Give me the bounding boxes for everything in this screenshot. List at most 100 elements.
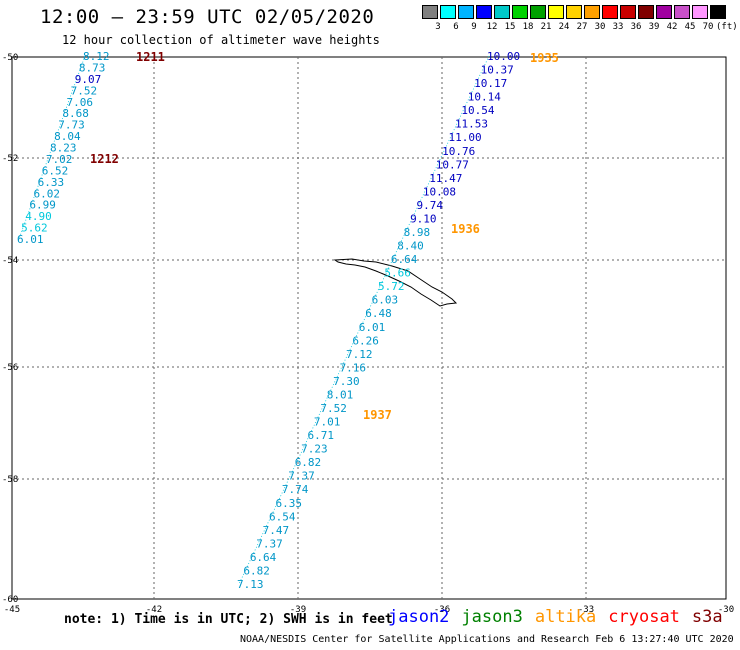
wave-height-label: 7.37 [256, 537, 283, 550]
lat-lon-grid [12, 57, 726, 599]
legend-swatch [530, 5, 546, 19]
axis-ticks: -50 -52 -54 -56 -58 -60-45 -42 -39 -36 -33 -30 [2, 53, 734, 615]
wave-height-label: 10.00 [487, 50, 520, 63]
wave-height-label: 8.12 [83, 50, 110, 63]
lat-tick-label: -60 [2, 595, 18, 605]
pass-time-label: 1936 [451, 222, 480, 236]
wave-height-label: 6.52 [42, 164, 69, 177]
legend-label: 18 [522, 22, 534, 32]
wave-height-label: 7.37 [288, 470, 315, 483]
track-line [238, 55, 490, 585]
wave-height-label: 6.01 [17, 233, 44, 246]
lat-tick-label: -52 [2, 154, 18, 164]
legend-label: 30 [594, 22, 606, 32]
wave-height-label: 6.82 [295, 456, 322, 469]
wave-height-label: 6.54 [269, 510, 296, 523]
altimeter-tracks: 8.128.739.077.527.068.687.738.048.237.02… [17, 50, 520, 591]
satellite-jason2: jason2 [388, 607, 450, 627]
wave-height-label: 7.47 [263, 524, 290, 537]
satellite-s3a: s3a [691, 607, 723, 627]
lat-tick-label: -50 [2, 53, 18, 63]
wave-height-label: 8.73 [79, 61, 106, 74]
legend-swatch [512, 5, 528, 19]
legend-swatch [710, 5, 726, 19]
wave-height-label: 7.74 [282, 483, 309, 496]
legend-swatch [476, 5, 492, 19]
wave-height-label: 6.82 [243, 564, 270, 577]
wave-height-label: 5.66 [384, 267, 411, 280]
legend-label: 39 [648, 22, 660, 32]
legend-swatch [422, 5, 438, 19]
wave-height-label: 10.08 [423, 185, 456, 198]
lon-tick-label: -39 [290, 605, 306, 615]
satellite-cryosat: cryosat [608, 607, 680, 627]
legend-swatch [458, 5, 474, 19]
wave-height-label: 11.53 [455, 118, 488, 131]
lat-tick-label: -54 [2, 256, 18, 266]
wave-height-label: 6.03 [372, 294, 399, 307]
lat-tick-label: -56 [2, 363, 18, 373]
wave-height-label: 8.98 [404, 226, 431, 239]
legend-label: (ft) [716, 22, 738, 32]
legend-label: 12 [486, 22, 498, 32]
wave-height-label: 7.52 [320, 402, 347, 415]
wave-height-label: 10.37 [481, 64, 514, 77]
wave-height-label: 9.74 [416, 199, 443, 212]
pass-time-labels: 1211 1212 1935 1936 1937 [90, 50, 559, 422]
wave-height-label: 5.72 [378, 280, 405, 293]
legend-swatch [602, 5, 618, 19]
wave-height-label: 11.47 [429, 172, 462, 185]
legend-label: 36 [630, 22, 642, 32]
wave-height-label: 4.90 [25, 210, 52, 223]
wave-height-label: 7.30 [333, 375, 360, 388]
legend-swatch [494, 5, 510, 19]
wave-height-label: 8.23 [50, 142, 77, 155]
legend-swatch [674, 5, 690, 19]
satellite-legend: jason2 jason3 altika cryosat s3a [388, 607, 735, 627]
pass-time-label: 1212 [90, 152, 119, 166]
legend-swatch [638, 5, 654, 19]
legend-label: 3 [435, 22, 441, 32]
wave-height-label: 6.99 [29, 199, 56, 212]
map-frame [11, 56, 727, 600]
legend-swatch [566, 5, 582, 19]
legend-label: 42 [666, 22, 678, 32]
wave-height-label: 8.01 [327, 388, 354, 401]
lon-tick-label: -42 [146, 605, 162, 615]
wave-height-label: 5.62 [21, 222, 48, 235]
map-title: 12:00 – 23:59 UTC 02/05/2020 [40, 6, 375, 28]
lat-tick-label: -58 [2, 475, 18, 485]
legend-label: 15 [504, 22, 516, 32]
south-georgia-island [333, 258, 458, 307]
wave-height-label: 10.54 [461, 104, 494, 117]
wave-height-label: 7.12 [346, 348, 373, 361]
wave-height-label: 9.10 [410, 212, 437, 225]
legend-label: 45 [684, 22, 696, 32]
wave-height-label: 6.01 [359, 321, 386, 334]
wave-height-label: 6.02 [34, 187, 61, 200]
lon-tick-label: -36 [434, 605, 450, 615]
wave-height-label: 10.17 [474, 77, 507, 90]
legend-label: 21 [540, 22, 552, 32]
legend-swatch [656, 5, 672, 19]
lon-tick-label: -33 [578, 605, 594, 615]
footer-credit: NOAA/NESDIS Center for Satellite Applica… [240, 634, 734, 645]
wave-height-label: 6.64 [250, 551, 277, 564]
wave-height-label: 7.02 [46, 153, 73, 166]
legend-label: 24 [558, 22, 570, 32]
legend-swatch [584, 5, 600, 19]
wave-height-label: 10.77 [436, 158, 469, 171]
wave-height-label: 10.14 [468, 91, 501, 104]
pass-time-label: 1935 [530, 51, 559, 65]
wave-height-label: 6.35 [275, 497, 302, 510]
wave-height-label: 11.00 [449, 131, 482, 144]
wave-height-label: 6.33 [38, 176, 65, 189]
wave-height-label: 7.23 [301, 443, 328, 456]
satellite-altika: altika [534, 607, 597, 627]
map-subtitle: 12 hour collection of altimeter wave hei… [62, 33, 380, 47]
footer-note: note: 1) Time is in UTC; 2) SWH is in fe… [64, 612, 393, 627]
wave-height-label: 6.64 [391, 253, 418, 266]
legend-swatch [548, 5, 564, 19]
wave-height-label: 9.07 [75, 73, 102, 86]
